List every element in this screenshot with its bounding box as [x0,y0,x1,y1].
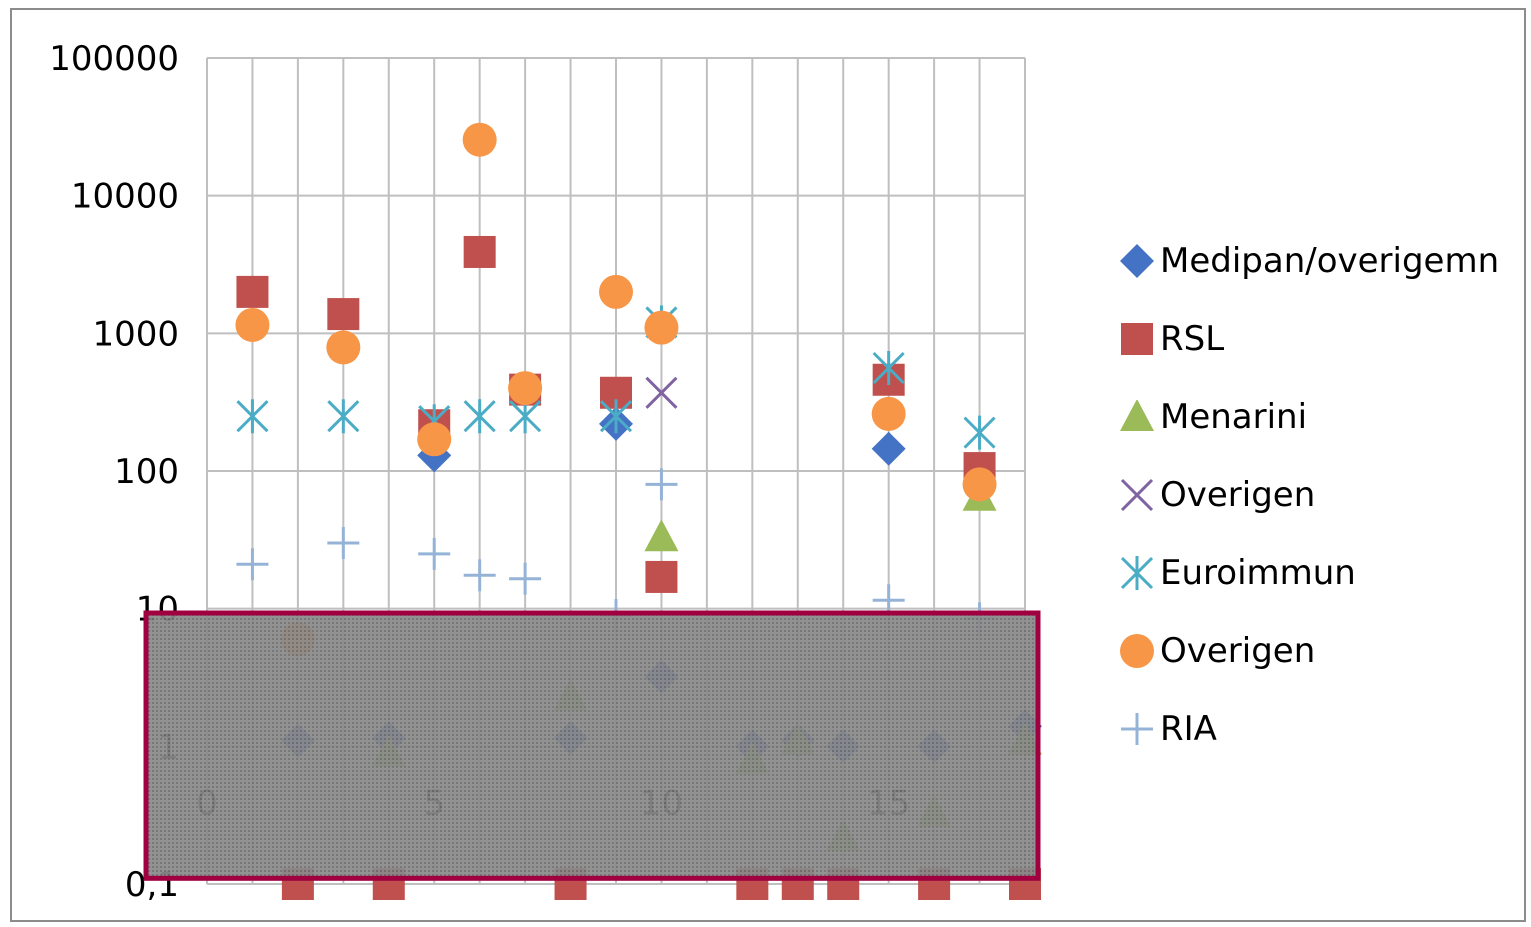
data-point [236,399,269,434]
data-point [645,468,678,501]
legend-marker-shape [1120,556,1154,590]
legend-marker-shape [1120,634,1154,668]
legend-label: RIA [1160,709,1217,749]
data-point [509,562,542,595]
legend-label: Medipan/overigemn [1160,241,1500,281]
data-point [327,526,360,559]
data-point [326,330,361,365]
y-tick-label: 100 [114,452,179,492]
data-point [644,519,679,552]
data-point [236,275,269,308]
data-point [599,274,633,309]
data-point [463,235,496,268]
legend-marker-shape [1121,323,1153,355]
legend-label: Overigen [1160,631,1316,671]
legend-marker-x [1120,478,1154,512]
legend-item: Medipan/overigemn [1120,222,1499,300]
data-point [236,548,269,581]
data-point [645,560,678,593]
data-point [463,559,496,592]
data-point [327,298,360,331]
y-tick-label: 1000 [92,314,179,354]
data-point [871,431,906,466]
legend-marker-shape [1120,478,1154,512]
overlay-box [143,610,1041,881]
legend: Medipan/overigemn RSL Menarini Overigen Euro… [1120,222,1499,768]
data-point [235,307,270,342]
series-4 [236,305,996,450]
data-point [463,399,496,434]
data-point [599,399,633,434]
data-point [327,399,360,434]
legend-marker-circle [1120,634,1154,668]
data-point [508,371,543,406]
legend-marker-square [1121,323,1153,355]
legend-marker-asterisk [1120,556,1154,590]
legend-item: RSL [1120,300,1499,378]
data-point [417,422,452,457]
data-point [645,376,678,409]
legend-item: RIA [1120,690,1499,768]
data-point [962,467,997,502]
y-tick-label: 100000 [49,39,179,79]
scatter-chart: 1000001000010001001010,1 051015 [49,39,1042,905]
legend-item: Overigen [1120,456,1499,534]
data-point [644,310,679,345]
legend-marker-shape [1120,244,1154,278]
legend-marker-triangle [1120,400,1154,431]
data-point [872,350,905,385]
series-3 [645,376,678,409]
legend-label: Euroimmun [1160,553,1356,593]
legend-label: Overigen [1160,475,1316,515]
chart-frame: 1000001000010001001010,1 051015 Medipan/… [10,8,1526,922]
legend-label: RSL [1160,319,1225,359]
legend-marker-shape [1120,400,1154,431]
legend-item: Euroimmun [1120,534,1499,612]
legend-marker-plus [1121,713,1153,745]
legend-marker-diamond [1120,244,1154,278]
data-point [963,415,996,450]
legend-item: Menarini [1120,378,1499,456]
legend-marker-shape [1121,713,1153,745]
series-5 [235,122,997,657]
data-point [418,537,451,570]
overlay-rectangle [143,610,1041,881]
legend-label: Menarini [1160,397,1308,437]
y-tick-label: 10000 [71,177,179,217]
data-point [462,122,497,157]
data-point [871,396,906,431]
legend-item: Overigen [1120,612,1499,690]
